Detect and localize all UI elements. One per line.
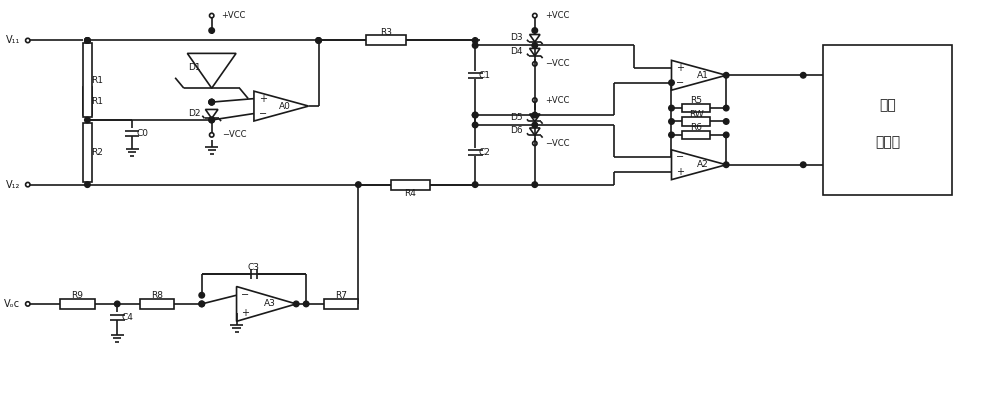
Bar — [391, 180, 430, 190]
Text: D6: D6 — [510, 126, 523, 135]
Text: C3: C3 — [248, 263, 260, 272]
Text: C2: C2 — [478, 148, 490, 157]
Circle shape — [472, 112, 478, 118]
Bar — [682, 104, 710, 112]
Text: R5: R5 — [690, 96, 702, 105]
Circle shape — [669, 132, 674, 138]
Circle shape — [669, 119, 674, 124]
Text: R7: R7 — [335, 292, 347, 301]
Text: R1: R1 — [91, 76, 103, 85]
Circle shape — [472, 38, 478, 43]
Circle shape — [199, 301, 205, 307]
Circle shape — [209, 99, 214, 105]
Text: 模数: 模数 — [879, 98, 896, 112]
Text: A3: A3 — [264, 299, 276, 308]
Text: A0: A0 — [279, 101, 291, 110]
Text: R8: R8 — [151, 292, 163, 301]
Text: A2: A2 — [697, 160, 709, 169]
Bar — [83, 123, 92, 182]
Text: +VCC: +VCC — [545, 96, 569, 105]
Circle shape — [532, 122, 538, 128]
Bar — [140, 299, 174, 309]
Text: D1: D1 — [188, 63, 201, 72]
Text: −VCC: −VCC — [545, 139, 569, 148]
Text: R6: R6 — [690, 123, 702, 132]
Text: V₁₁: V₁₁ — [5, 36, 20, 45]
Circle shape — [723, 105, 729, 111]
Text: C4: C4 — [121, 313, 133, 322]
Text: Vₒᴄ: Vₒᴄ — [4, 299, 20, 309]
Text: V₁₂: V₁₂ — [5, 180, 20, 190]
Circle shape — [723, 72, 729, 78]
Circle shape — [85, 38, 90, 43]
Circle shape — [356, 182, 361, 187]
Circle shape — [472, 182, 478, 187]
Text: −VCC: −VCC — [222, 130, 246, 139]
Text: +VCC: +VCC — [222, 11, 246, 20]
Text: A1: A1 — [697, 71, 709, 80]
Circle shape — [316, 38, 321, 43]
Text: C1: C1 — [478, 71, 490, 80]
Circle shape — [209, 117, 214, 123]
Circle shape — [199, 292, 205, 298]
Circle shape — [723, 119, 729, 124]
Bar — [83, 43, 92, 117]
Circle shape — [472, 122, 478, 128]
Text: RW: RW — [689, 110, 704, 119]
Circle shape — [199, 301, 205, 307]
Text: R3: R3 — [380, 28, 392, 37]
Bar — [324, 299, 358, 309]
Bar — [366, 36, 406, 45]
Bar — [682, 117, 710, 126]
Text: R2: R2 — [91, 148, 103, 157]
Bar — [60, 299, 95, 309]
Circle shape — [800, 72, 806, 78]
Text: 转换器: 转换器 — [875, 135, 900, 149]
Circle shape — [669, 105, 674, 111]
Circle shape — [209, 99, 214, 105]
Circle shape — [85, 117, 90, 123]
Circle shape — [472, 43, 478, 48]
Text: −VCC: −VCC — [545, 59, 569, 68]
Circle shape — [209, 117, 214, 123]
Circle shape — [293, 301, 299, 307]
Circle shape — [114, 301, 120, 307]
Circle shape — [85, 38, 90, 43]
Circle shape — [532, 182, 538, 187]
Circle shape — [800, 162, 806, 168]
Text: C0: C0 — [136, 129, 148, 138]
Text: R1: R1 — [91, 97, 103, 106]
Text: −: − — [676, 78, 685, 88]
Text: −: − — [676, 152, 685, 162]
Circle shape — [532, 28, 538, 33]
Text: −: − — [259, 108, 267, 119]
Circle shape — [669, 80, 674, 85]
Text: R4: R4 — [405, 189, 416, 198]
Text: +: + — [676, 167, 684, 177]
Circle shape — [532, 112, 538, 118]
Text: +VCC: +VCC — [545, 11, 569, 20]
Circle shape — [532, 43, 538, 48]
Text: +: + — [676, 63, 684, 73]
Circle shape — [316, 38, 321, 43]
Circle shape — [723, 132, 729, 138]
Bar — [83, 87, 92, 115]
Circle shape — [472, 112, 478, 118]
Circle shape — [209, 99, 214, 105]
Bar — [823, 45, 952, 195]
Circle shape — [85, 182, 90, 187]
Circle shape — [303, 301, 309, 307]
Text: D5: D5 — [510, 112, 523, 121]
Circle shape — [85, 38, 90, 43]
Text: +: + — [241, 308, 249, 318]
Circle shape — [723, 162, 729, 168]
Text: −: − — [241, 290, 250, 300]
Bar — [682, 131, 710, 139]
Text: D2: D2 — [188, 108, 201, 117]
Text: D4: D4 — [510, 47, 523, 56]
Text: +: + — [259, 94, 267, 103]
Text: R9: R9 — [71, 292, 83, 301]
Circle shape — [209, 28, 214, 33]
Text: D3: D3 — [510, 33, 523, 42]
